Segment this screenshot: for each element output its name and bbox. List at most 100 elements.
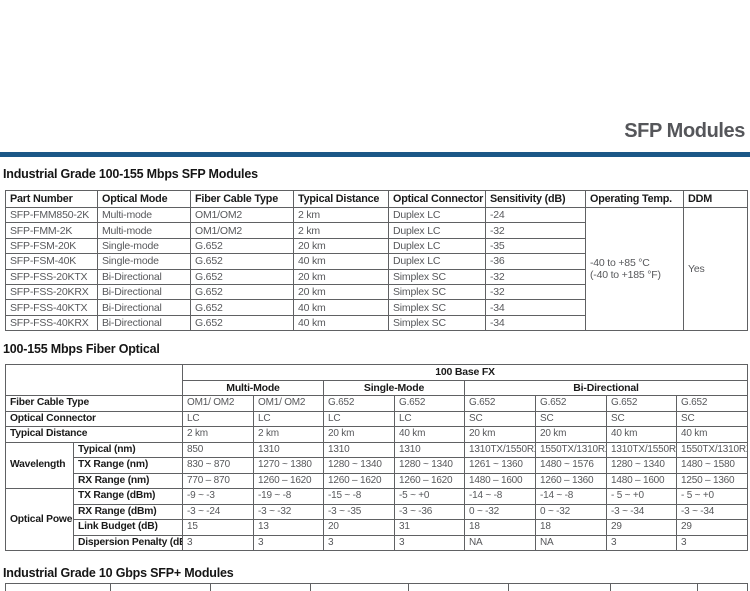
table-cell xyxy=(110,583,211,591)
row-label: RX Range (nm) xyxy=(73,472,183,489)
table-cell: 1260 – 1360 xyxy=(535,472,607,489)
table-cell: NA xyxy=(535,534,607,551)
table-cell: SC xyxy=(535,410,607,427)
row-label: Optical Connector xyxy=(5,410,183,427)
ddm-cell: Yes xyxy=(683,206,748,332)
table-cell: 830 ~ 870 xyxy=(182,457,254,474)
table-cell: 3 xyxy=(606,534,677,551)
table-cell: 1280 ~ 1340 xyxy=(323,457,395,474)
row-label: Typical (nm) xyxy=(73,441,183,458)
table-cell: 1480 ~ 1580 xyxy=(675,457,749,474)
table-cell: 0 ~ -32 xyxy=(464,503,536,520)
table-cell: 1260 – 1620 xyxy=(323,472,395,489)
table-cell: 3 xyxy=(323,534,395,551)
table-cell: 850 xyxy=(182,441,254,458)
accent-bar xyxy=(0,152,750,157)
mode-header: Single-Mode xyxy=(323,379,465,396)
table-cell: -24 xyxy=(485,206,586,224)
table-cell: 1480 ~ 1576 xyxy=(535,457,607,474)
row-label: TX Range (dBm) xyxy=(73,488,183,505)
table-cell: Multi-mode xyxy=(97,222,191,239)
table-cell: -36 xyxy=(485,253,586,270)
table-cell: Simplex SC xyxy=(388,314,486,332)
table-cell: LC xyxy=(323,410,395,427)
table-cell: -9 ~ -3 xyxy=(182,488,254,505)
table-cell: 40 km xyxy=(675,426,749,443)
section-heading-industrial-10g: Industrial Grade 10 Gbps SFP+ Modules xyxy=(3,566,234,580)
table-cell: -3 ~ -34 xyxy=(606,503,677,520)
table-cell: 20 km xyxy=(293,283,389,301)
table-cell: 1260 – 1620 xyxy=(253,472,324,489)
table-row: Dispersion Penalty (dB) 3 3 3 3 NA NA 3 3 xyxy=(6,534,749,551)
column-header: Sensitivity (dB) xyxy=(485,190,586,208)
table-cell: - 5 ~ +0 xyxy=(675,488,749,505)
section-heading-industrial-100-155: Industrial Grade 100-155 Mbps SFP Module… xyxy=(3,167,258,181)
table-cell: Bi-Directional xyxy=(97,283,191,301)
table-cell: NA xyxy=(464,534,536,551)
table-cell: LC xyxy=(182,410,254,427)
table-row: SFP-FSM-40K Single-mode G.652 40 km Duplex L… xyxy=(5,253,748,270)
table-cell: -14 ~ -8 xyxy=(535,488,607,505)
table-row: SFP-FSS-20KTX Bi-Directional G.652 20 km Sim… xyxy=(5,268,748,285)
table-cell: -14 ~ -8 xyxy=(464,488,536,505)
table-cell: SFP-FSS-40KTX xyxy=(5,299,98,316)
mode-header: Multi-Mode xyxy=(182,379,324,396)
table-row: Wavelength Typical (nm) 850 1310 1310 1310 131… xyxy=(5,441,749,489)
table-cell: -32 xyxy=(485,268,586,285)
table-cell: 2 km xyxy=(182,426,254,443)
table-cell: G.652 xyxy=(190,314,294,332)
table-cell: Single-mode xyxy=(97,253,191,270)
row-label: Typical Distance xyxy=(5,426,183,443)
table-cell: 3 xyxy=(182,534,254,551)
table-cell: -3 ~ -35 xyxy=(323,503,395,520)
row-label: Fiber Cable Type xyxy=(5,395,183,412)
table-cell: 20 km xyxy=(323,426,395,443)
table-cell: 2 km xyxy=(293,206,389,224)
column-header: Fiber Cable Type xyxy=(190,190,294,208)
table-cell: -32 xyxy=(485,283,586,301)
table-cell: -3 ~ -24 xyxy=(182,503,254,520)
table-cell: SC xyxy=(606,410,677,427)
table-cell: Simplex SC xyxy=(388,283,486,301)
table-cell: 1550TX/1310RX xyxy=(675,441,749,458)
table-cell: Simplex SC xyxy=(388,268,486,285)
table-cell: 1310 xyxy=(394,441,465,458)
table-cell: 1250 – 1360 xyxy=(675,472,749,489)
table-cell: G.652 xyxy=(323,395,395,412)
fiber-optical-table: 100 Base FX Multi-Mode Single-Mode Bi-Direc… xyxy=(5,364,749,551)
table-cell: 1280 ~ 1340 xyxy=(394,457,465,474)
fiber-optical-table-wrap: 100 Base FX Multi-Mode Single-Mode Bi-Direc… xyxy=(5,364,749,551)
table-cell: 40 km xyxy=(293,314,389,332)
table-cell: -19 ~ -8 xyxy=(253,488,324,505)
group-label: Optical Power xyxy=(5,488,74,551)
table-cell: 1480 – 1600 xyxy=(464,472,536,489)
table-cell: 2 km xyxy=(253,426,324,443)
table-cell: LC xyxy=(394,410,465,427)
table-cell: 1480 – 1600 xyxy=(606,472,677,489)
table-row: Link Budget (dB) 15 13 20 31 18 18 29 29 xyxy=(6,519,749,536)
table-row: SFP-FSS-20KRX Bi-Directional G.652 20 km Sim… xyxy=(5,283,748,301)
table-row xyxy=(5,583,748,591)
corner-cell xyxy=(5,364,183,396)
table-cell: 1261 ~ 1360 xyxy=(464,457,536,474)
table-cell: G.652 xyxy=(464,395,536,412)
table-cell: SFP-FMM850-2K xyxy=(5,206,98,224)
column-header: Part Number xyxy=(5,190,98,208)
table-cell: 15 xyxy=(182,519,254,536)
table-cell: 20 km xyxy=(293,268,389,285)
table-cell: 3 xyxy=(253,534,324,551)
table-cell: G.652 xyxy=(190,253,294,270)
table-cell: Bi-Directional xyxy=(97,314,191,332)
table-row: Optical Power TX Range (dBm) -9 ~ -3 -19 ~ … xyxy=(5,488,749,551)
table-cell: 1310 xyxy=(323,441,395,458)
table-cell: 20 km xyxy=(293,237,389,255)
row-label: Dispersion Penalty (dB) xyxy=(73,534,183,551)
table-cell: 29 xyxy=(675,519,749,536)
group-header-100basefx: 100 Base FX xyxy=(181,364,749,381)
table-cell: OM1/ OM2 xyxy=(253,395,324,412)
table-cell: 1260 – 1620 xyxy=(394,472,465,489)
group-label: Wavelength xyxy=(5,441,74,489)
operating-temp-line: -40 to +85 °C xyxy=(590,257,650,270)
table-cell: -3 ~ -36 xyxy=(394,503,465,520)
table-cell: Duplex LC xyxy=(388,253,486,270)
